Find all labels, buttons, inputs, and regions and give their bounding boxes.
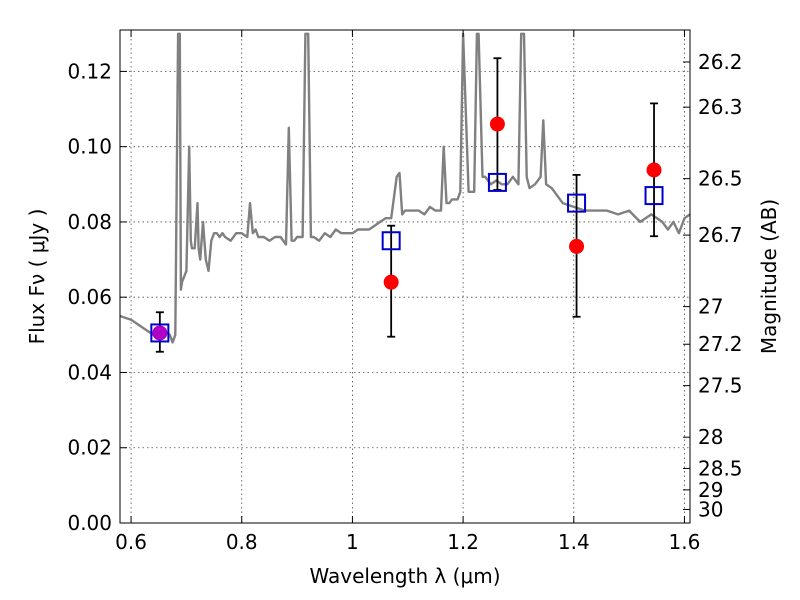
right-tick-label: 30 <box>698 497 723 521</box>
y-tick-label: 0.06 <box>67 285 112 309</box>
right-tick-label: 26.3 <box>698 95 743 119</box>
photometry-point <box>383 274 399 290</box>
y-axis-label: Flux Fν ( μJy ) <box>25 209 49 345</box>
model-square <box>644 186 664 206</box>
model-square <box>487 172 507 192</box>
x-tick-label: 0.6 <box>115 530 147 554</box>
x-tick-label: 1.6 <box>669 530 701 554</box>
model-squares <box>150 172 664 343</box>
y-tick-label: 0.12 <box>67 59 112 83</box>
right-tick-label: 26.7 <box>698 223 743 247</box>
right-tick-label: 28 <box>698 425 723 449</box>
photometry-circles <box>152 116 662 341</box>
y-tick-label: 0.00 <box>67 511 112 535</box>
right-tick-label: 27.2 <box>698 332 743 356</box>
right-tick-label: 28.5 <box>698 456 743 480</box>
photometry-point <box>152 325 168 341</box>
y-tick-label: 0.10 <box>67 135 112 159</box>
right-tick-label: 29 <box>698 478 723 502</box>
photometry-point <box>569 238 585 254</box>
x-tick-label: 1.2 <box>447 530 479 554</box>
y-tick-label: 0.08 <box>67 210 112 234</box>
model-square <box>381 231 401 251</box>
x-tick-label: 1.4 <box>558 530 590 554</box>
spectrum-line <box>119 32 691 344</box>
photometry-point <box>646 162 662 178</box>
right-tick-label: 26.5 <box>698 167 743 191</box>
x-tick-label: 1 <box>346 530 359 554</box>
error-bars <box>155 57 659 353</box>
right-tick-label: 27.5 <box>698 374 743 398</box>
right-tick-label: 26.2 <box>698 50 743 74</box>
axis-ticks: 0.6 0.8 1 1.2 1.4 1.6 0.00 0.02 0.04 0.06 0.08 0.10… <box>67 30 743 554</box>
x-tick-label: 0.8 <box>226 530 258 554</box>
grid-lines <box>120 30 690 524</box>
model-square <box>150 323 170 343</box>
y-tick-label: 0.02 <box>67 436 112 460</box>
y-tick-label: 0.04 <box>67 360 112 384</box>
x-axis-label: Wavelength λ (μm) <box>309 564 500 588</box>
model-square <box>567 193 587 213</box>
right-tick-label: 27 <box>698 295 723 319</box>
plot-frame <box>119 29 691 524</box>
photometry-point <box>489 116 505 132</box>
right-axis-label: Magnitude (AB) <box>757 199 781 354</box>
